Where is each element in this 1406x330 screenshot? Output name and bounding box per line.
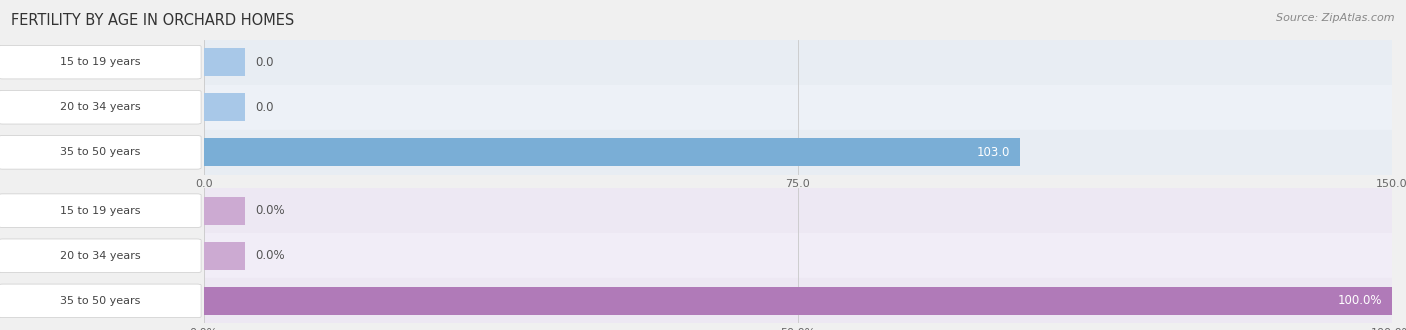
Bar [204,287,1392,315]
Text: 35 to 50 years: 35 to 50 years [59,296,141,306]
Bar [204,188,1392,233]
Text: 20 to 34 years: 20 to 34 years [59,251,141,261]
Text: Source: ZipAtlas.com: Source: ZipAtlas.com [1277,13,1395,23]
Text: 0.0%: 0.0% [254,249,284,262]
Bar [204,85,1392,130]
Bar [204,242,246,270]
Bar [204,40,1392,85]
Text: 35 to 50 years: 35 to 50 years [59,148,141,157]
Text: 0.0: 0.0 [254,101,273,114]
Text: 20 to 34 years: 20 to 34 years [59,102,141,112]
Text: 15 to 19 years: 15 to 19 years [59,206,141,215]
Bar [204,197,246,225]
Text: 15 to 19 years: 15 to 19 years [59,57,141,67]
Bar [204,48,246,76]
Text: 100.0%: 100.0% [1339,294,1382,307]
Text: 0.0: 0.0 [254,56,273,69]
Text: 103.0: 103.0 [977,146,1010,159]
Bar [204,138,1019,166]
Bar [204,93,246,121]
Bar [204,278,1392,323]
Bar [204,233,1392,278]
Text: 0.0%: 0.0% [254,204,284,217]
Bar [204,130,1392,175]
Text: FERTILITY BY AGE IN ORCHARD HOMES: FERTILITY BY AGE IN ORCHARD HOMES [11,13,294,28]
